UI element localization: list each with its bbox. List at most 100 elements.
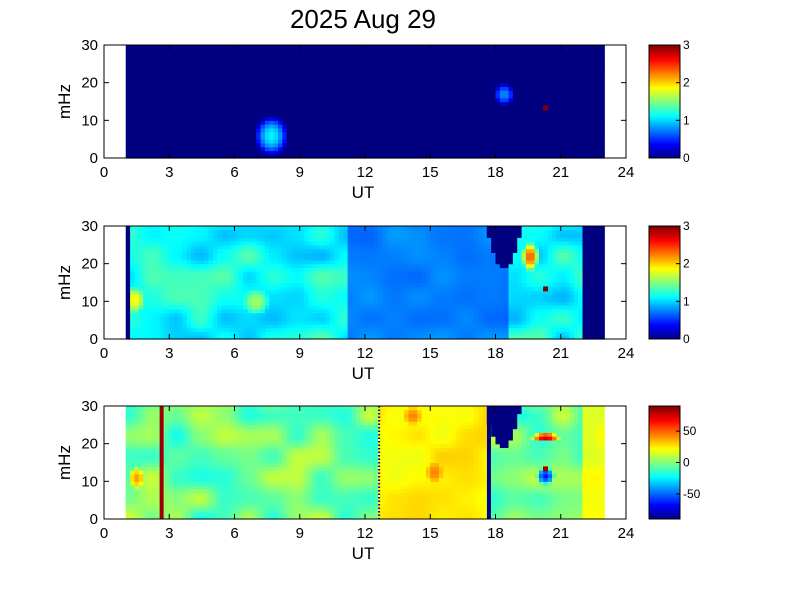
heatmap-cell	[234, 331, 240, 336]
heatmap-cell	[547, 97, 553, 103]
heatmap-cell	[491, 135, 497, 140]
heatmap-cell	[582, 109, 588, 114]
heatmap-cell	[595, 93, 601, 99]
heatmap-cell	[247, 71, 253, 76]
heatmap-cell	[330, 293, 336, 299]
heatmap-cell	[417, 60, 423, 65]
heatmap-cell	[360, 67, 366, 72]
heatmap-cell	[208, 297, 214, 302]
heatmap-cell	[160, 301, 166, 306]
heatmap-cell	[130, 154, 136, 159]
heatmap-cell	[299, 146, 305, 152]
heatmap-cell	[234, 237, 240, 242]
heatmap-cell	[147, 301, 153, 306]
heatmap-cell	[199, 101, 205, 106]
heatmap-cell	[217, 75, 223, 80]
heatmap-cell	[217, 244, 223, 250]
heatmap-cell	[217, 135, 223, 140]
heatmap-cell	[430, 75, 436, 80]
heatmap-cell	[438, 78, 444, 84]
heatmap-cell	[539, 82, 544, 88]
heatmap-cell	[378, 124, 383, 129]
heatmap-cell	[460, 135, 466, 140]
heatmap-cell	[243, 67, 249, 72]
heatmap-cell	[212, 124, 218, 129]
heatmap-cell	[595, 135, 601, 140]
heatmap-cell	[438, 90, 444, 95]
colorbar-segment	[649, 110, 680, 113]
heatmap-cell	[508, 75, 514, 80]
heatmap-cell	[404, 135, 410, 140]
heatmap-cell	[443, 48, 449, 54]
heatmap-cell	[225, 256, 231, 261]
heatmap-cell	[460, 52, 466, 57]
heatmap-cell	[138, 112, 144, 118]
colorbar-segment	[649, 143, 680, 147]
heatmap-cell	[421, 109, 427, 114]
heatmap-cell	[504, 75, 510, 80]
heatmap-cell	[151, 63, 157, 69]
heatmap-cell	[343, 127, 349, 133]
heatmap-cell	[312, 226, 318, 231]
heatmap-cell	[143, 301, 149, 306]
heatmap-cell	[504, 60, 510, 65]
heatmap-cell	[447, 135, 453, 140]
heatmap-cell	[264, 90, 270, 95]
heatmap-cell	[221, 97, 227, 103]
colorbar-segment	[649, 62, 680, 65]
heatmap-cell	[134, 263, 140, 269]
heatmap-cell	[208, 323, 214, 329]
heatmap-cell	[508, 48, 514, 54]
heatmap-cell	[556, 86, 562, 91]
heatmap-cell	[543, 120, 549, 125]
heatmap-cell	[177, 286, 183, 291]
heatmap-cell	[291, 244, 296, 250]
heatmap-cell	[404, 109, 410, 114]
heatmap-cell	[282, 48, 288, 54]
heatmap-cell	[273, 308, 279, 314]
heatmap-cell	[199, 82, 205, 88]
heatmap-cell	[373, 78, 379, 84]
heatmap-cell	[469, 135, 475, 140]
heatmap-cell	[212, 63, 218, 69]
heatmap-cell	[125, 146, 131, 152]
heatmap-cell	[269, 293, 275, 299]
heatmap-cell	[412, 142, 418, 148]
heatmap-cell	[164, 248, 170, 253]
heatmap-cell	[565, 127, 571, 133]
heatmap-cell	[299, 101, 305, 106]
heatmap-cell	[234, 323, 240, 329]
heatmap-cell	[186, 312, 192, 317]
heatmap-cell	[182, 45, 188, 50]
heatmap-cell	[243, 274, 249, 280]
heatmap-cell	[147, 244, 153, 250]
heatmap-cell	[365, 105, 370, 110]
heatmap-cell	[282, 86, 288, 91]
heatmap-cell	[382, 142, 388, 148]
heatmap-cell	[395, 135, 401, 140]
heatmap-cell	[134, 150, 140, 155]
heatmap-cell	[373, 93, 379, 99]
heatmap-cell	[191, 150, 196, 155]
heatmap-cell	[182, 256, 188, 261]
heatmap-cell	[230, 116, 236, 121]
heatmap-cell	[386, 67, 392, 72]
heatmap-cell	[443, 139, 449, 144]
heatmap-cell	[530, 146, 536, 152]
heatmap-cell	[260, 259, 266, 265]
heatmap-cell	[347, 252, 353, 257]
heatmap-cell	[478, 48, 484, 54]
heatmap-cell	[130, 112, 136, 118]
heatmap-cell	[238, 120, 244, 125]
heatmap-cell	[499, 105, 505, 110]
heatmap-cell	[578, 120, 584, 125]
heatmap-cell	[160, 127, 166, 133]
heatmap-cell	[234, 327, 240, 333]
heatmap-cell	[199, 282, 205, 287]
heatmap-cell	[312, 101, 318, 106]
heatmap-cell	[238, 45, 244, 50]
heatmap-cell	[312, 233, 318, 238]
heatmap-cell	[273, 142, 279, 148]
heatmap-cell	[269, 109, 275, 114]
heatmap-cell	[499, 131, 505, 136]
